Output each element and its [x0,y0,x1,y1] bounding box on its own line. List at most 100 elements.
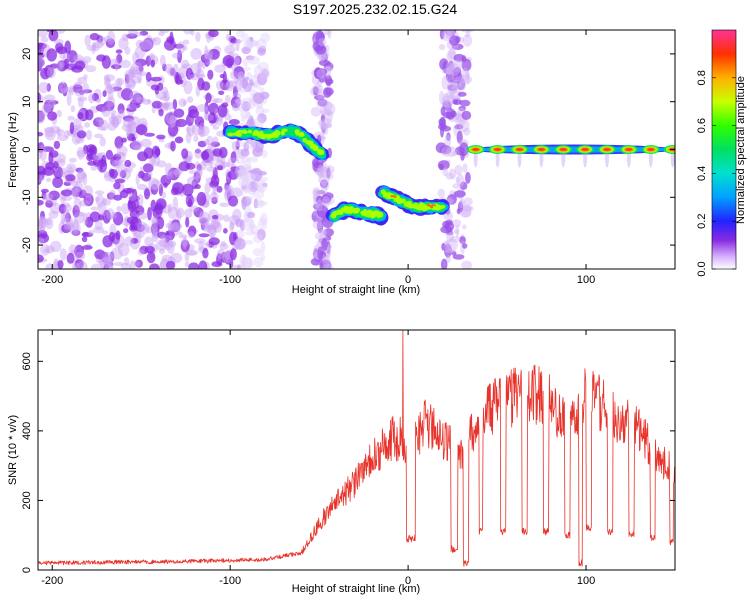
noise-left-cell [134,230,145,239]
noise-left-cell [98,119,103,128]
noise-left-cell [125,33,138,39]
noise-left-cell [109,169,118,179]
noise-left-cell [146,98,151,104]
noise-left-cell [208,225,217,235]
noise-left-cell [216,165,224,171]
noise-left-cell [61,217,72,226]
noise-left-cell [173,108,185,118]
noise-left-cell [65,174,76,182]
noise-band-cell [243,142,249,152]
noise-left-cell [72,219,79,233]
noise-strip-1-cell [317,99,330,107]
noise-left-cell [42,146,54,152]
noise-left-cell [82,89,93,94]
noise-left-cell [43,94,56,103]
noise-left-cell [214,108,219,118]
noise-left-cell [230,151,237,164]
noise-left-cell [123,228,129,234]
noise-left-cell [74,181,84,193]
noise-left-cell [69,85,75,96]
noise-left-cell [117,103,125,114]
noise-left-cell [216,253,223,266]
noise-left-cell [95,194,105,208]
noise-left-cell [136,231,142,244]
noise-band-cell [257,72,268,86]
noise-left-cell [103,74,111,89]
noise-strip-2-cell [461,110,472,120]
noise-strip-2-cell [463,205,473,211]
noise-strip-2-cell [457,91,467,97]
noise-band-cell [237,264,242,269]
noise-strip-2-cell [459,236,466,245]
noise-strip-1-cell [310,106,322,117]
noise-strip-2-cell [458,118,470,133]
noise-strip-2-cell [444,243,452,258]
noise-band-cell [257,61,269,71]
noise-band-cell [239,254,246,268]
noise-left-cell [192,175,201,180]
noise-left-cell [234,55,242,66]
noise-band-cell [236,174,245,180]
noise-left-cell [152,231,159,239]
snr-y-tick-label: 600 [21,352,33,370]
noise-left-cell [83,193,94,207]
noise-strip-2-cell [456,208,461,215]
noise-left-cell [106,83,113,94]
noise-left-cell [213,97,223,104]
noise-left-cell [223,250,229,263]
noise-left-cell [44,64,54,78]
noise-left-cell [95,104,108,112]
noise-strip-1-cell [312,189,322,196]
noise-left-cell [220,161,230,168]
noise-strip-2-cell [443,111,453,119]
noise-left-cell [165,171,173,180]
noise-left-cell [227,157,240,163]
noise-left-cell [195,85,200,97]
noise-strip-2-cell [450,85,458,94]
noise-left-cell [171,169,183,175]
noise-left-cell [186,122,196,137]
noise-left-cell [113,194,123,201]
noise-left-cell [138,65,144,72]
noise-strip-2-cell [456,130,463,144]
noise-left-cell [86,44,97,52]
noise-band-cell [243,66,251,72]
noise-left-cell [53,38,64,45]
noise-left-cell [101,251,113,261]
track-3-cell [429,205,434,209]
noise-left-cell [181,63,193,69]
noise-left-cell [45,162,55,170]
chart-title: S197.2025.232.02.15.G24 [293,1,457,17]
noise-band-cell [236,229,245,239]
noise-left-cell [150,154,161,167]
noise-left-cell [165,222,174,229]
noise-left-cell [175,118,188,128]
noise-left-cell [219,243,229,251]
noise-strip-2-cell [446,132,451,142]
noise-left-cell [167,67,177,77]
noise-left-cell [124,73,130,84]
noise-left-cell [66,50,78,63]
noise-left-cell [97,201,107,214]
noise-left-cell [106,192,116,200]
noise-left-cell [118,37,129,50]
noise-left-cell [127,119,133,133]
track-3-cell [390,195,395,198]
noise-left-cell [147,207,152,221]
noise-left-cell [145,71,152,82]
noise-left-cell [178,98,187,108]
noise-strip-2-cell [454,124,464,130]
noise-band-cell [242,58,249,67]
snr-background [38,330,675,570]
noise-left-cell [121,33,129,42]
noise-left-cell [159,234,172,241]
noise-left-cell [93,40,104,49]
noise-left-cell [56,129,65,136]
noise-strip-2-cell [460,75,473,84]
noise-left-cell [64,130,70,139]
noise-left-cell [76,96,88,102]
spectrogram-x-tick-label: 0 [405,274,411,286]
noise-left-cell [114,57,119,72]
noise-left-cell [162,63,167,72]
noise-left-cell [124,69,135,81]
